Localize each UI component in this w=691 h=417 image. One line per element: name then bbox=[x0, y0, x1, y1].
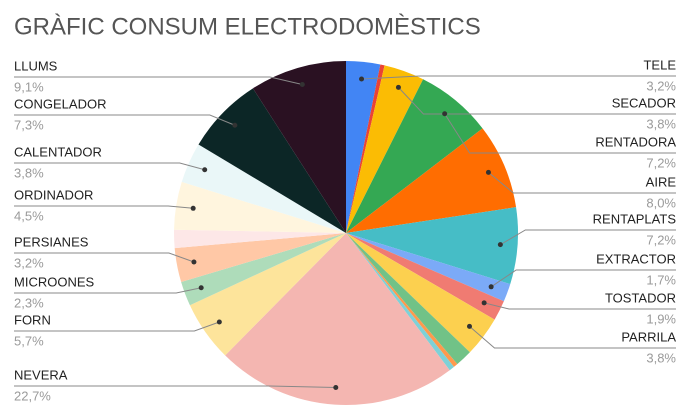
leader-dot bbox=[202, 167, 208, 173]
pie-slice bbox=[346, 79, 483, 233]
leader-line bbox=[14, 162, 205, 171]
value-label: 1,7% bbox=[646, 272, 676, 287]
leader-line bbox=[14, 287, 202, 294]
category-label: NEVERA bbox=[14, 367, 68, 382]
leader-dot bbox=[442, 111, 448, 117]
category-label: CONGELADOR bbox=[14, 96, 106, 111]
leader-dot bbox=[190, 205, 196, 211]
pie-slice bbox=[252, 61, 346, 233]
category-label: PARRILA bbox=[621, 329, 676, 344]
leader-dot bbox=[395, 84, 401, 90]
category-label: LLUMS bbox=[14, 58, 58, 73]
category-label: TOSTADOR bbox=[605, 290, 676, 305]
pie-slice bbox=[346, 233, 458, 367]
leader-dot bbox=[466, 323, 472, 329]
leader-line bbox=[14, 76, 303, 85]
leader-dot bbox=[359, 76, 365, 82]
value-label: 5,7% bbox=[14, 333, 44, 348]
pie-slice bbox=[346, 64, 385, 233]
pie-slice bbox=[181, 144, 346, 233]
leader-dot bbox=[488, 284, 494, 290]
leader-line bbox=[14, 385, 336, 388]
leader-dot bbox=[191, 259, 197, 265]
leader-line bbox=[14, 252, 195, 263]
pie-slice bbox=[346, 233, 470, 365]
pie-slice bbox=[174, 181, 346, 233]
leader-dot bbox=[497, 242, 503, 248]
value-label: 4,5% bbox=[14, 208, 44, 223]
leader-line bbox=[14, 205, 194, 209]
category-label: FORN bbox=[14, 312, 51, 327]
pie-slice bbox=[346, 61, 381, 233]
category-label: ORDINADOR bbox=[14, 187, 93, 202]
leader-dot bbox=[481, 300, 487, 306]
category-label: RENTAPLATS bbox=[593, 211, 677, 226]
leader-line bbox=[469, 325, 676, 349]
category-label: CALENTADOR bbox=[14, 144, 102, 159]
pie-slice bbox=[346, 207, 518, 285]
value-label: 7,2% bbox=[646, 232, 676, 247]
category-label: PERSIANES bbox=[14, 234, 89, 249]
leader-line bbox=[488, 172, 676, 194]
value-label: 3,2% bbox=[14, 255, 44, 270]
value-label: 9,1% bbox=[14, 79, 44, 94]
pie-slice bbox=[346, 128, 517, 233]
value-label: 3,8% bbox=[646, 350, 676, 365]
leader-dot bbox=[299, 81, 305, 87]
pie-slice bbox=[225, 233, 450, 405]
value-label: 22,7% bbox=[14, 388, 51, 403]
pie-slice bbox=[173, 229, 346, 249]
leader-line bbox=[14, 321, 220, 332]
pie-slice bbox=[174, 233, 346, 283]
pie-slice bbox=[181, 233, 346, 306]
category-label: TELE bbox=[643, 57, 676, 72]
pie-slice bbox=[346, 233, 495, 353]
leader-dot bbox=[216, 319, 222, 325]
leader-dot bbox=[333, 384, 339, 390]
leader-line bbox=[500, 229, 676, 246]
value-label: 7,3% bbox=[14, 117, 44, 132]
pie-slice bbox=[346, 233, 454, 371]
leader-dot bbox=[198, 285, 204, 291]
leader-line bbox=[14, 114, 236, 126]
leader-line bbox=[398, 87, 676, 115]
category-label: SECADOR bbox=[612, 95, 676, 110]
value-label: 8,0% bbox=[646, 195, 676, 210]
category-label: EXTRACTOR bbox=[596, 251, 676, 266]
leader-line bbox=[484, 302, 676, 310]
value-label: 1,9% bbox=[646, 311, 676, 326]
category-label: AIRE bbox=[646, 174, 677, 189]
chart-title: GRÀFIC CONSUM ELECTRODOMÈSTICS bbox=[14, 13, 481, 40]
value-label: 3,2% bbox=[646, 78, 676, 93]
value-label: 7,2% bbox=[646, 155, 676, 170]
category-label: RENTADORA bbox=[595, 134, 676, 149]
leader-dot bbox=[232, 122, 238, 128]
pie-slice bbox=[346, 65, 424, 233]
category-label: MICROONES bbox=[14, 274, 95, 289]
leader-line bbox=[444, 113, 676, 154]
value-label: 3,8% bbox=[14, 165, 44, 180]
pie-slice bbox=[346, 233, 511, 302]
pie-slice bbox=[346, 233, 504, 320]
value-label: 2,3% bbox=[14, 295, 44, 310]
pie-slice bbox=[189, 233, 346, 356]
leader-line bbox=[361, 75, 676, 80]
leader-dot bbox=[485, 169, 491, 175]
leader-line bbox=[490, 269, 676, 288]
value-label: 3,8% bbox=[646, 116, 676, 131]
